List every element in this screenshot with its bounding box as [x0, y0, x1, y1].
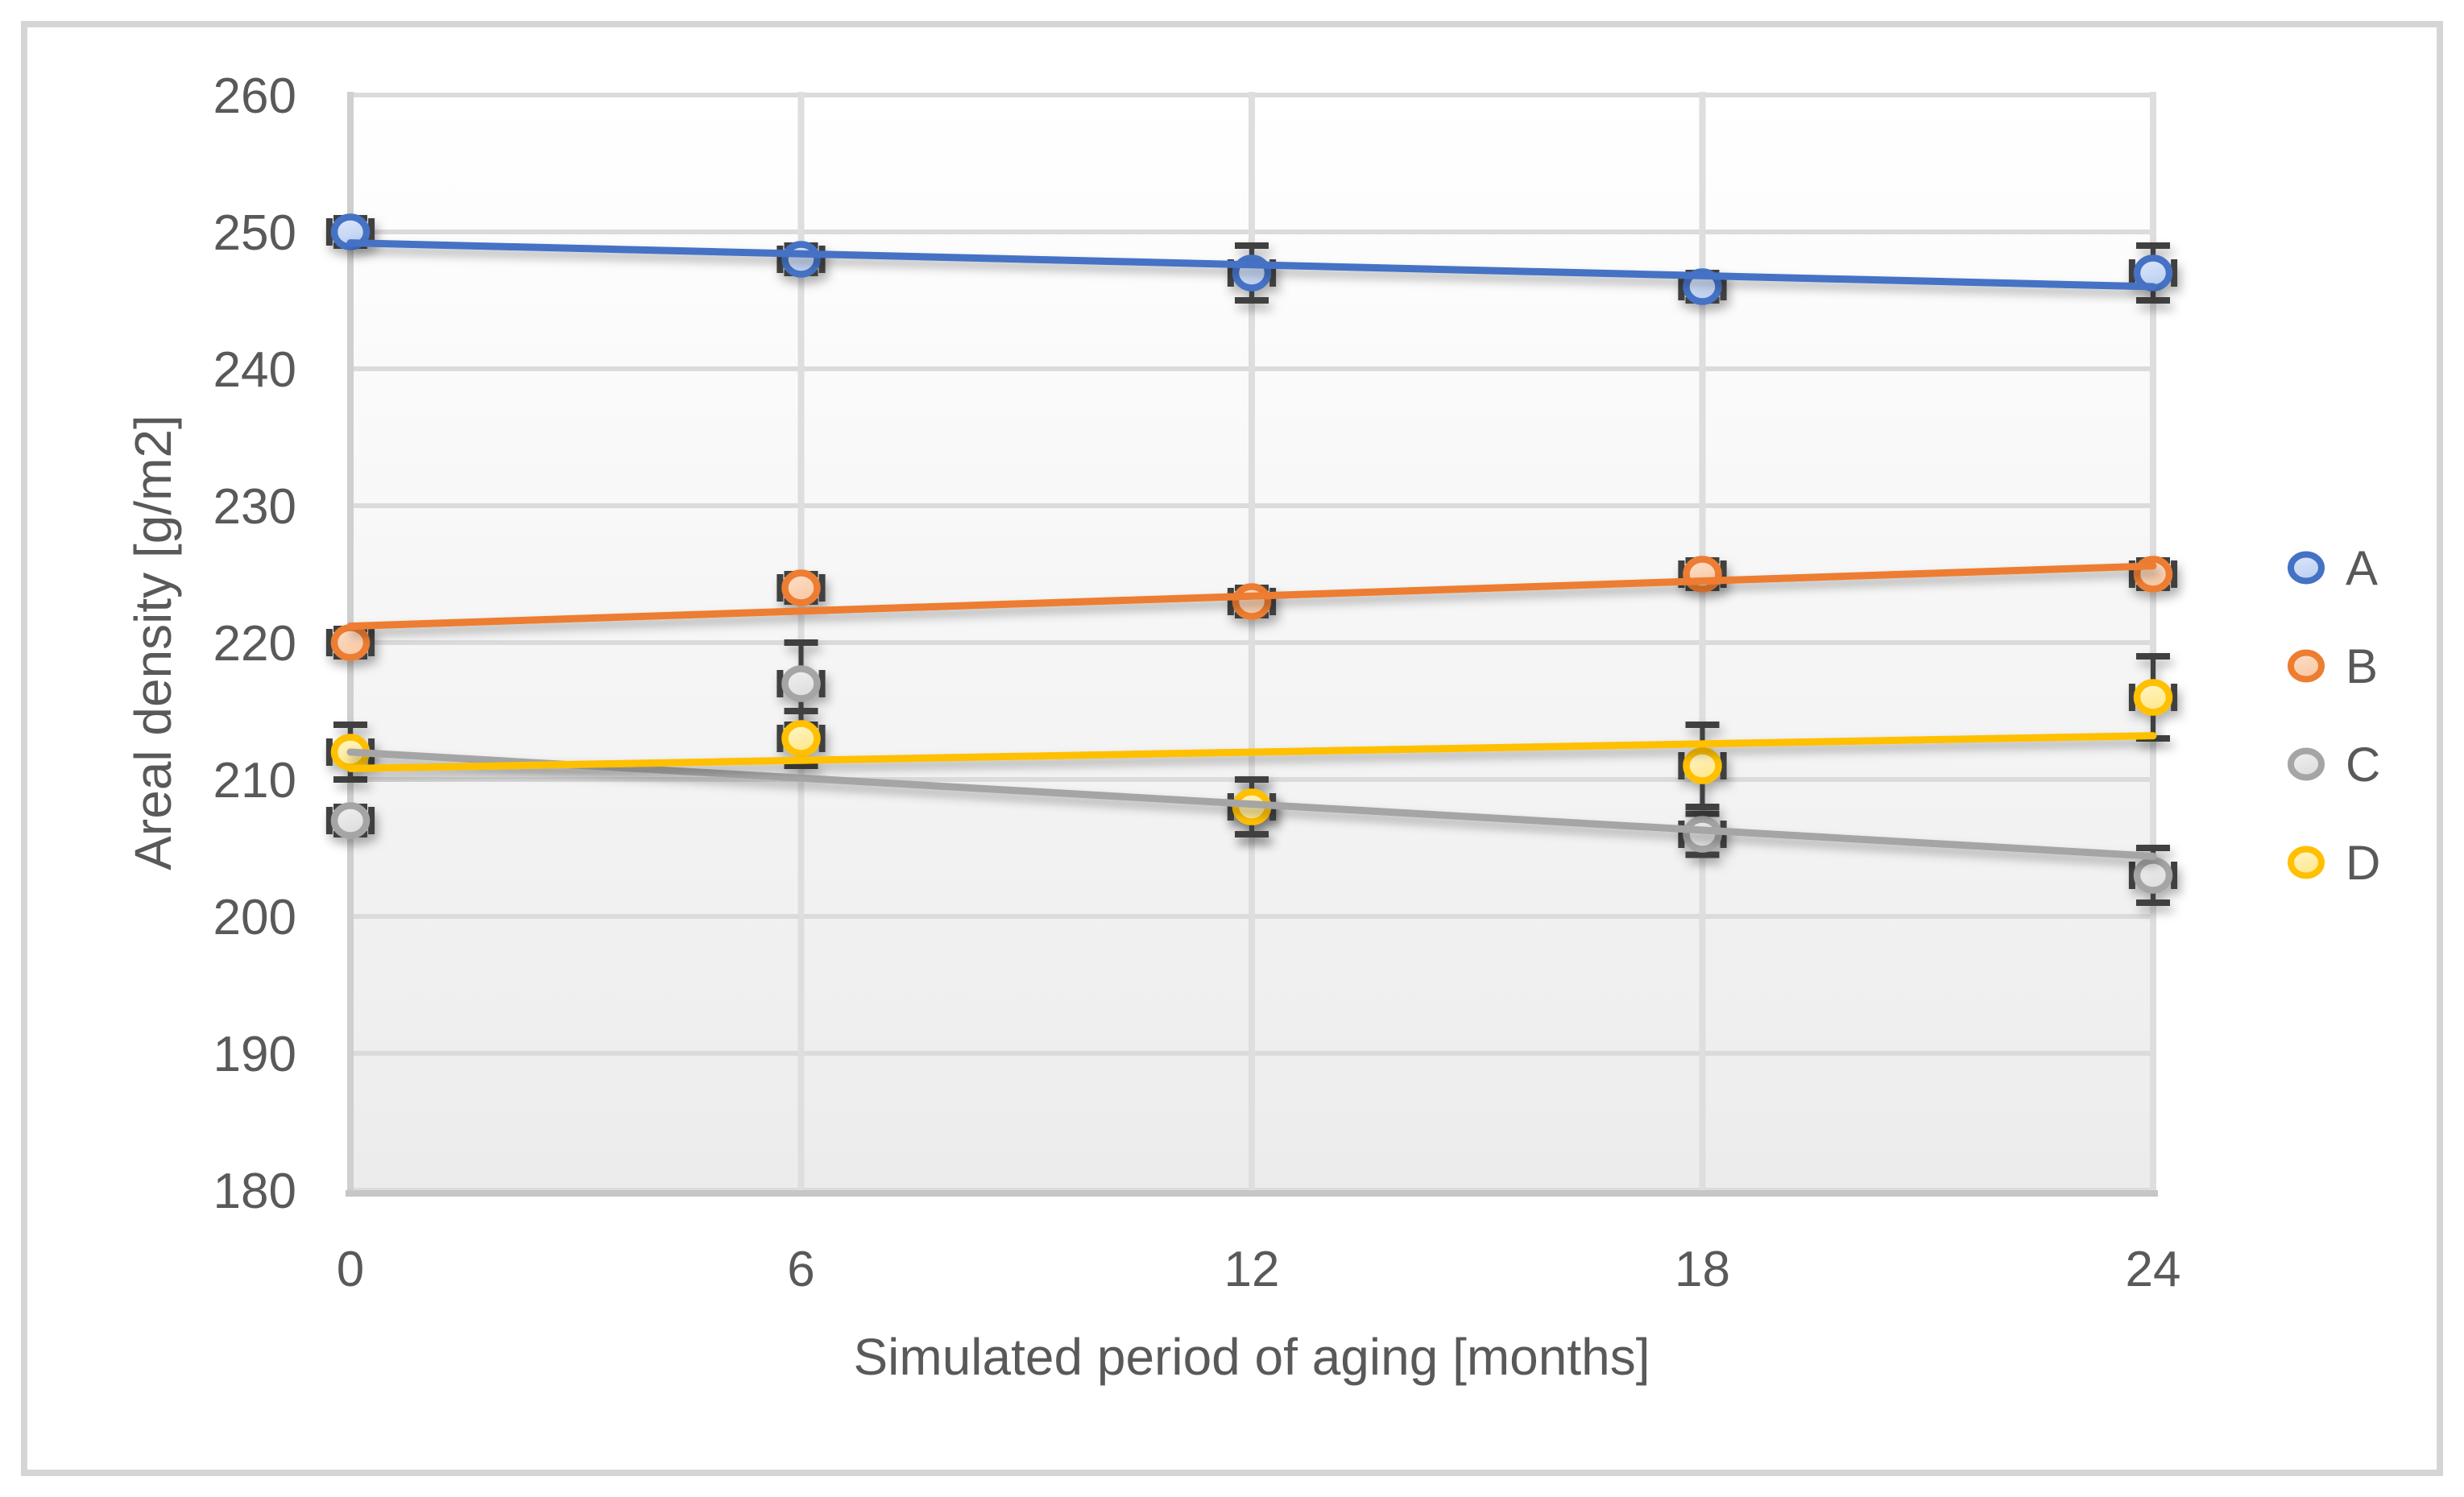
data-point-D-6	[781, 720, 821, 757]
y-tick-label-250: 250	[213, 205, 296, 261]
legend-marker-D	[2288, 846, 2325, 879]
legend-item-D: D	[2288, 836, 2380, 890]
outer-border	[21, 21, 2443, 1476]
x-tick-label-0: 0	[337, 1242, 364, 1297]
trend-line-B	[346, 562, 2157, 631]
y-tick-label-240: 240	[213, 342, 296, 398]
x-tick-label-18: 18	[1675, 1242, 1730, 1297]
y-tick-label-180: 180	[213, 1164, 296, 1219]
trend-line-D	[346, 732, 2157, 772]
tick-label-layer: 180 190 200 210 220 230 240 250 260 0 6 12 18 24	[213, 68, 2181, 1297]
y-tick-label-230: 230	[213, 479, 296, 535]
legend-item-B: B	[2288, 639, 2378, 693]
trend-line-A	[346, 239, 2157, 291]
data-point-B-0	[330, 624, 371, 661]
legend-label-B: B	[2346, 639, 2378, 693]
trend-line-layer	[346, 239, 2157, 860]
data-point-C-0	[330, 802, 371, 839]
x-tick-label-12: 12	[1224, 1242, 1280, 1297]
data-point-B-6	[781, 569, 821, 606]
y-tick-label-190: 190	[213, 1027, 296, 1082]
legend-marker-C	[2288, 747, 2325, 781]
y-tick-label-210: 210	[213, 753, 296, 808]
data-point-C-24	[2133, 857, 2173, 894]
legend-item-C: C	[2288, 738, 2380, 792]
y-tick-label-200: 200	[213, 890, 296, 945]
legend-marker-B	[2288, 649, 2325, 683]
x-axis-title: Simulated period of aging [months]	[853, 1328, 1650, 1386]
x-tick-label-24: 24	[2126, 1242, 2181, 1297]
x-tick-label-6: 6	[787, 1242, 814, 1297]
legend-marker-A	[2288, 551, 2325, 585]
legend-label-A: A	[2346, 541, 2378, 595]
data-point-D-24	[2133, 679, 2173, 716]
y-tick-label-260: 260	[213, 68, 296, 124]
legend-label-D: D	[2346, 836, 2380, 890]
series-D	[325, 653, 2178, 837]
trend-line-C	[346, 748, 2157, 860]
data-point-D-18	[1683, 747, 1722, 784]
data-point-A-6	[781, 241, 821, 278]
data-point-B-12	[1232, 583, 1272, 620]
y-tick-label-220: 220	[213, 616, 296, 672]
data-point-A-0	[330, 213, 371, 250]
data-point-C-6	[781, 665, 821, 702]
legend-label-C: C	[2346, 738, 2380, 792]
y-axis-title: Areal density [g/m2]	[124, 415, 182, 870]
legend-item-A: A	[2288, 541, 2378, 595]
